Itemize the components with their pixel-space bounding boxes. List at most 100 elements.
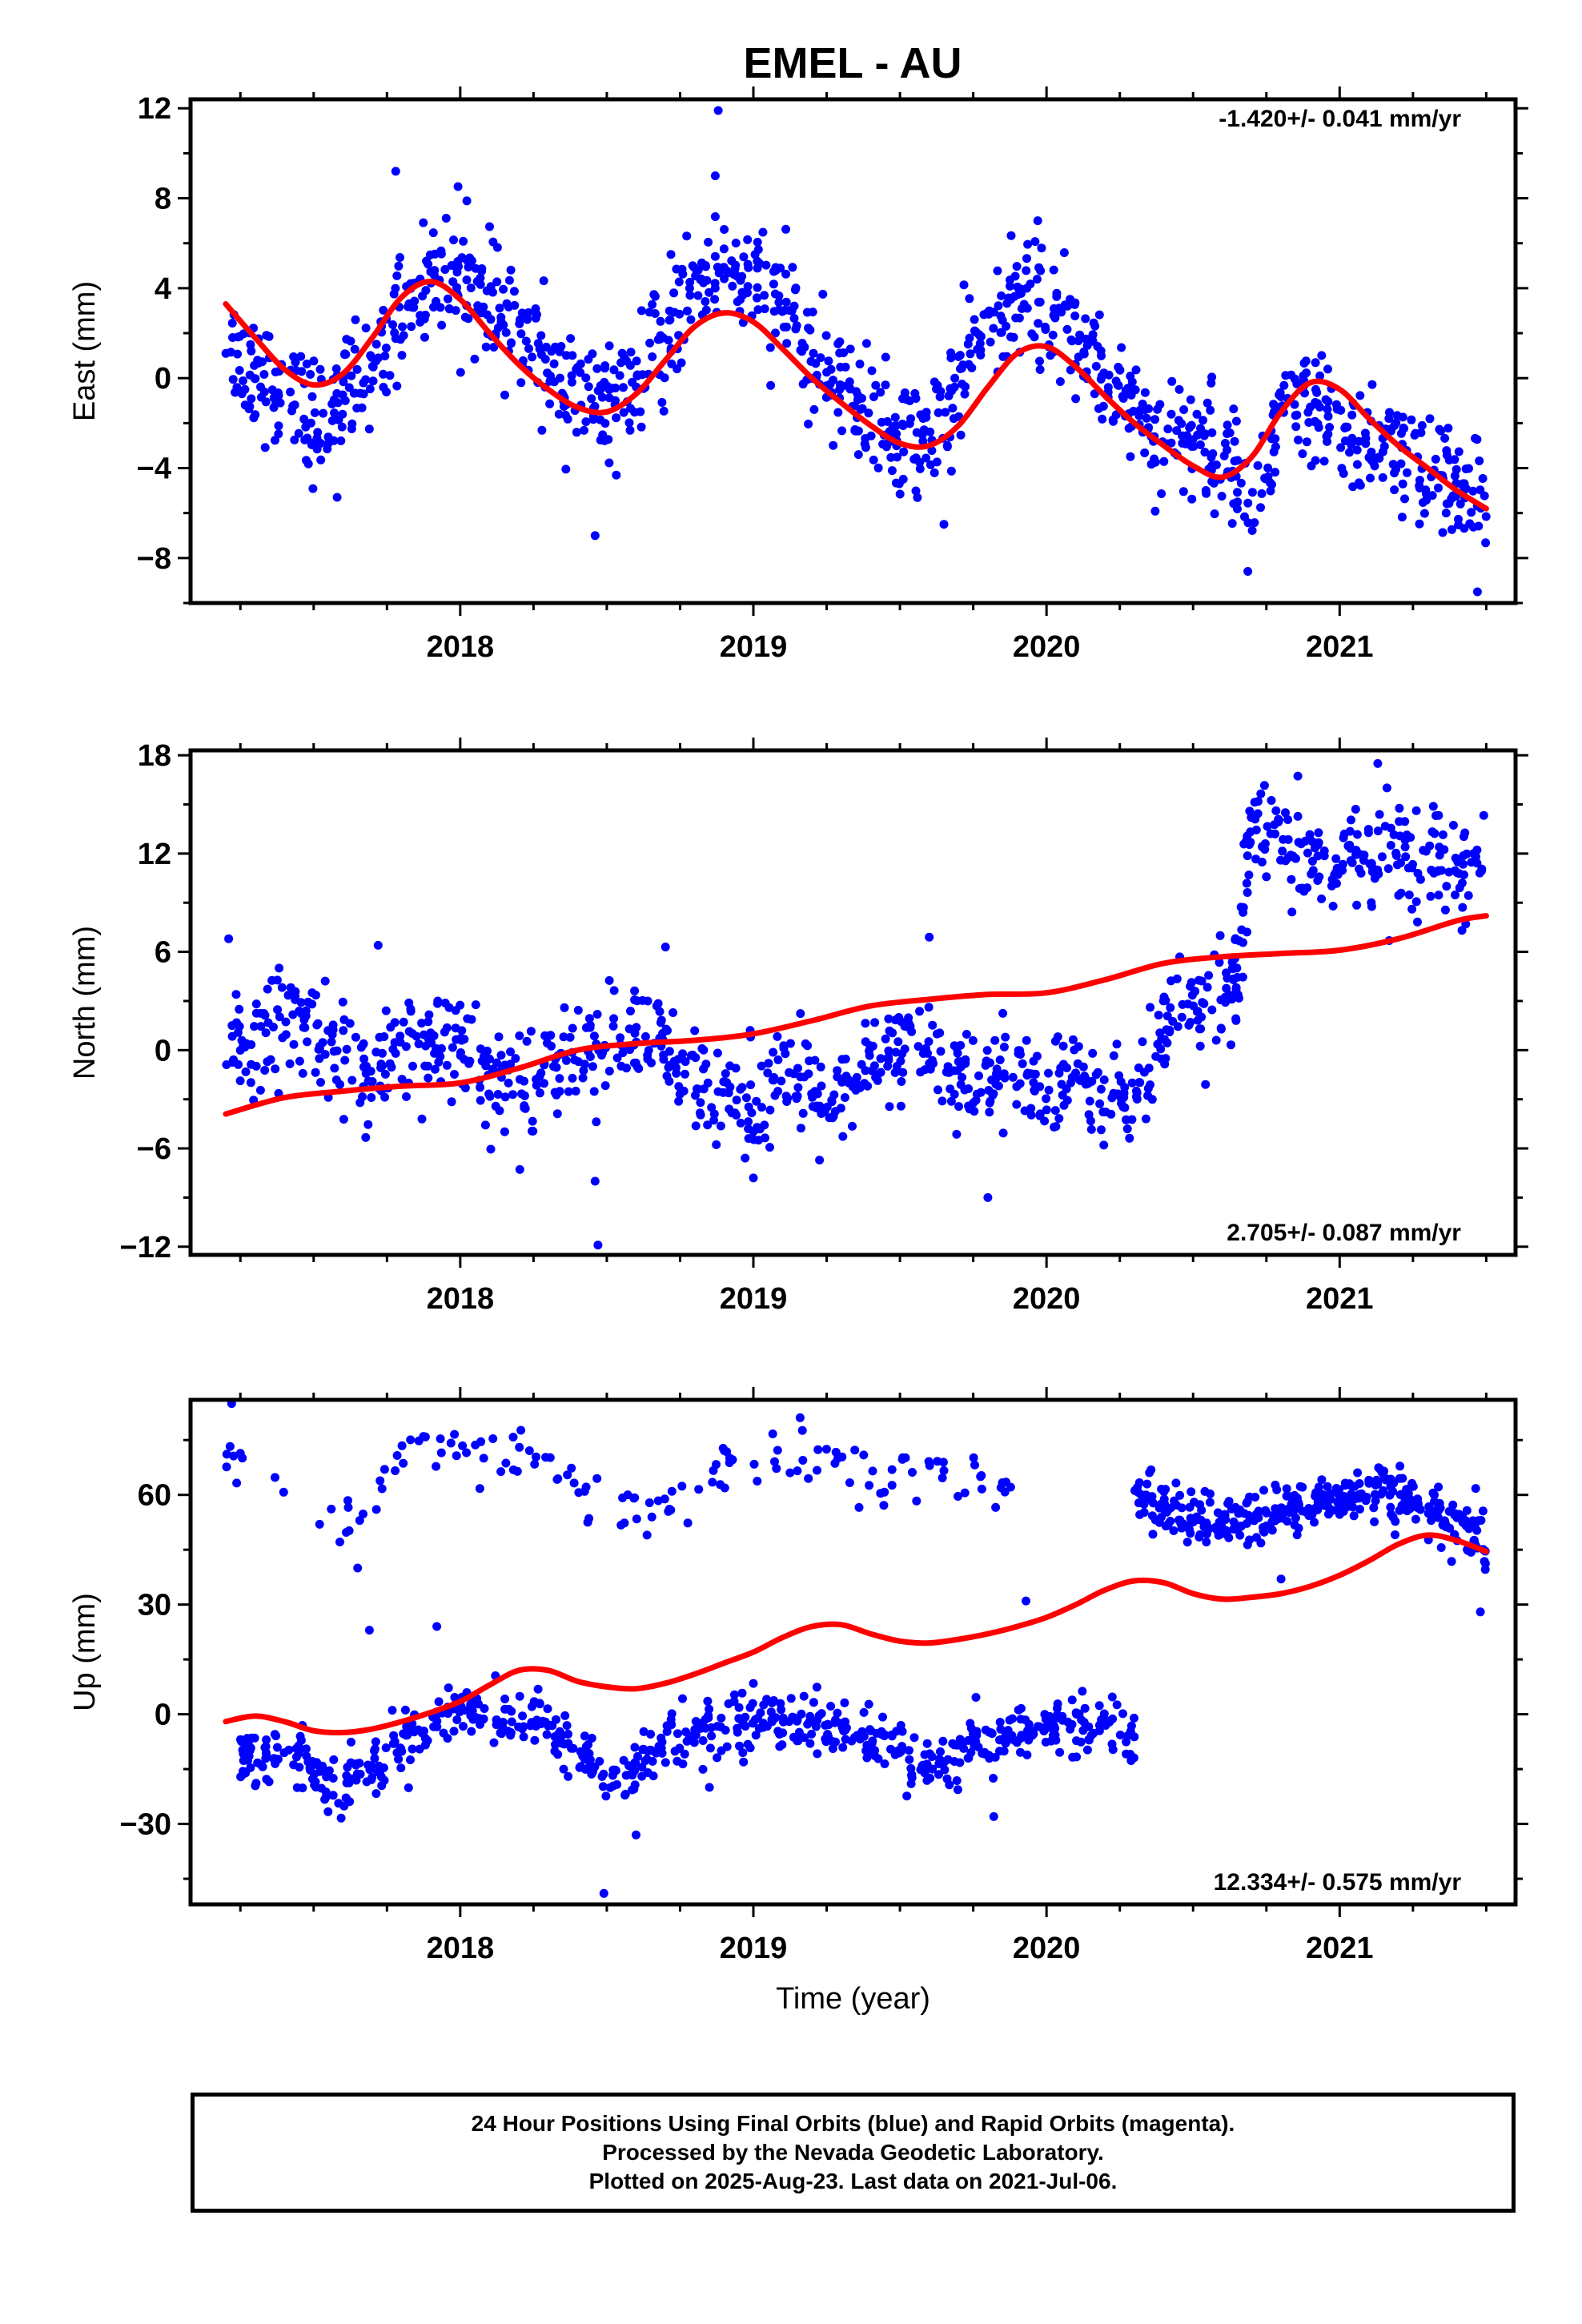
up-data-point [261, 1754, 271, 1763]
north-y-axis-label: North (mm) [68, 926, 102, 1080]
up-data-point [646, 1730, 656, 1739]
up-data-point [329, 1755, 339, 1764]
east-data-point [1396, 428, 1406, 438]
east-data-point [959, 280, 969, 290]
up-data-point [880, 1731, 889, 1740]
north-data-point [1419, 846, 1428, 855]
east-data-point [770, 289, 780, 299]
up-data-point [1271, 1480, 1280, 1490]
east-data-point [725, 268, 734, 277]
up-data-point [866, 1746, 875, 1755]
north-data-point [985, 1108, 994, 1117]
north-data-point [251, 1008, 261, 1018]
east-data-point [350, 344, 359, 354]
up-data-point [1276, 1574, 1286, 1584]
east-data-point [675, 309, 685, 319]
east-data-point [619, 383, 628, 392]
north-data-point [820, 1107, 829, 1116]
north-data-point [1451, 891, 1460, 899]
north-data-point [896, 1101, 905, 1111]
east-y-tick-label: −8 [137, 542, 171, 576]
up-data-point [1130, 1713, 1138, 1723]
east-data-point [1098, 414, 1107, 424]
east-data-point [781, 224, 790, 234]
north-data-point [579, 1066, 588, 1076]
east-data-point [332, 388, 342, 398]
north-data-point [749, 1173, 758, 1183]
up-data-point [347, 1737, 355, 1747]
north-data-point [1122, 1115, 1131, 1124]
up-data-point [1433, 1505, 1443, 1514]
up-data-point [587, 1734, 596, 1743]
up-data-point [355, 1759, 364, 1768]
north-data-point [968, 1035, 978, 1045]
north-data-point [1283, 815, 1293, 824]
north-data-point [781, 1049, 790, 1059]
east-data-point [965, 294, 974, 304]
east-data-point [1345, 448, 1354, 457]
up-data-point [977, 1471, 986, 1480]
east-data-point [781, 269, 791, 279]
up-data-point [887, 1465, 897, 1474]
north-data-point [424, 1010, 434, 1019]
north-data-point [1395, 803, 1404, 813]
east-data-point [753, 283, 762, 292]
east-data-point [291, 357, 300, 367]
east-data-point [893, 452, 901, 462]
north-data-point [1146, 1003, 1155, 1012]
up-data-point [945, 1780, 954, 1790]
north-data-point [299, 1015, 309, 1024]
north-data-point [773, 1055, 783, 1064]
up-data-point [399, 1458, 408, 1468]
up-data-point [666, 1715, 676, 1724]
east-data-point [1041, 325, 1050, 334]
north-data-point [481, 1061, 491, 1071]
north-data-point [316, 1078, 325, 1087]
up-data-point [793, 1466, 802, 1476]
north-data-point [852, 1072, 861, 1082]
north-data-point [406, 1007, 416, 1016]
east-data-point [302, 360, 311, 368]
up-data-point [396, 1763, 406, 1773]
up-data-point [785, 1717, 794, 1727]
up-data-point [854, 1502, 864, 1512]
north-data-point [275, 1012, 284, 1022]
up-data-point [569, 1478, 579, 1488]
east-data-point [685, 291, 695, 300]
north-data-point [589, 1087, 599, 1096]
north-data-point [495, 1106, 504, 1116]
up-data-point [352, 1769, 362, 1779]
north-data-point [956, 1080, 966, 1089]
east-data-point [1323, 364, 1332, 374]
north-data-point [971, 1096, 981, 1105]
north-data-point [773, 1087, 783, 1096]
east-data-point [568, 351, 577, 360]
up-data-point [966, 1719, 975, 1728]
north-data-point [229, 1055, 239, 1064]
up-data-point [1122, 1737, 1131, 1747]
east-data-point [1472, 587, 1482, 597]
up-data-point [1108, 1745, 1118, 1755]
east-data-point [1442, 499, 1452, 509]
east-data-point [710, 251, 720, 261]
up-data-point [480, 1704, 489, 1713]
north-data-point [528, 1126, 536, 1136]
up-data-point [705, 1743, 715, 1753]
up-data-point [767, 1715, 777, 1724]
up-data-point [462, 1448, 472, 1458]
north-data-point [273, 1005, 283, 1015]
up-data-point [749, 1679, 758, 1688]
up-data-point [1072, 1736, 1081, 1746]
east-data-point [1034, 319, 1043, 328]
north-data-point [661, 1026, 671, 1035]
up-data-point [1403, 1484, 1413, 1494]
east-data-point [473, 301, 483, 311]
north-data-point [1112, 1039, 1122, 1049]
up-data-point [703, 1696, 713, 1706]
north-data-point [1400, 817, 1410, 826]
east-data-point [1348, 482, 1358, 492]
east-data-point [1256, 503, 1265, 513]
east-data-point [1335, 405, 1345, 415]
up-data-point [1224, 1533, 1234, 1542]
